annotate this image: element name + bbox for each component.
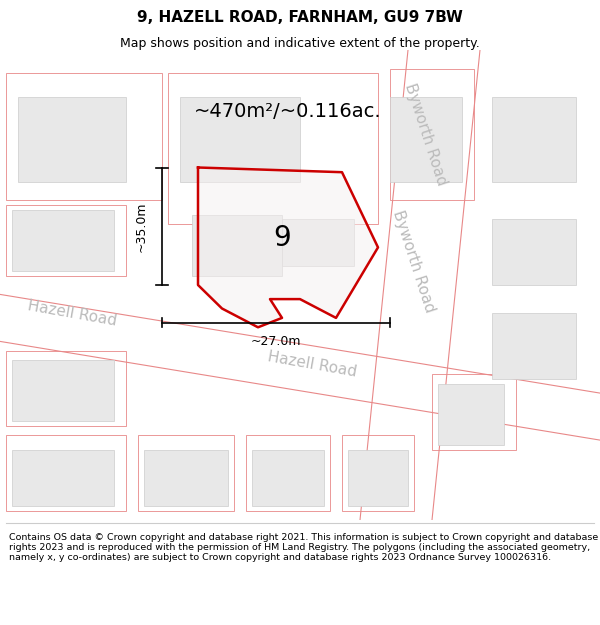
- Bar: [144, 449, 228, 506]
- Bar: [390, 97, 462, 182]
- Bar: [168, 74, 378, 224]
- Text: Byworth Road: Byworth Road: [391, 208, 437, 314]
- Polygon shape: [360, 50, 480, 520]
- Bar: [6, 436, 126, 511]
- Text: Map shows position and indicative extent of the property.: Map shows position and indicative extent…: [120, 38, 480, 51]
- Text: 9, HAZELL ROAD, FARNHAM, GU9 7BW: 9, HAZELL ROAD, FARNHAM, GU9 7BW: [137, 10, 463, 25]
- Bar: [492, 313, 576, 379]
- Bar: [342, 436, 414, 511]
- Text: ~470m²/~0.116ac.: ~470m²/~0.116ac.: [194, 102, 382, 121]
- Polygon shape: [198, 168, 378, 328]
- Bar: [246, 436, 330, 511]
- Text: ~35.0m: ~35.0m: [134, 201, 148, 251]
- Bar: [390, 69, 474, 201]
- Bar: [12, 449, 114, 506]
- Bar: [6, 74, 162, 201]
- Bar: [282, 219, 354, 266]
- Bar: [138, 436, 234, 511]
- Text: Hazell Road: Hazell Road: [26, 298, 118, 328]
- Bar: [252, 449, 324, 506]
- Bar: [192, 214, 282, 276]
- Polygon shape: [0, 294, 600, 440]
- Bar: [492, 219, 576, 285]
- Text: Hazell Road: Hazell Road: [266, 349, 358, 380]
- Bar: [492, 97, 576, 182]
- Bar: [348, 449, 408, 506]
- Bar: [12, 360, 114, 421]
- Bar: [12, 210, 114, 271]
- Bar: [6, 205, 126, 276]
- Bar: [432, 374, 516, 449]
- Bar: [6, 351, 126, 426]
- Bar: [18, 97, 126, 182]
- Text: 9: 9: [273, 224, 291, 252]
- Bar: [180, 97, 300, 182]
- Bar: [438, 384, 504, 445]
- Text: ~27.0m: ~27.0m: [251, 335, 301, 348]
- Text: Byworth Road: Byworth Road: [403, 81, 449, 188]
- Text: Contains OS data © Crown copyright and database right 2021. This information is : Contains OS data © Crown copyright and d…: [9, 532, 598, 562]
